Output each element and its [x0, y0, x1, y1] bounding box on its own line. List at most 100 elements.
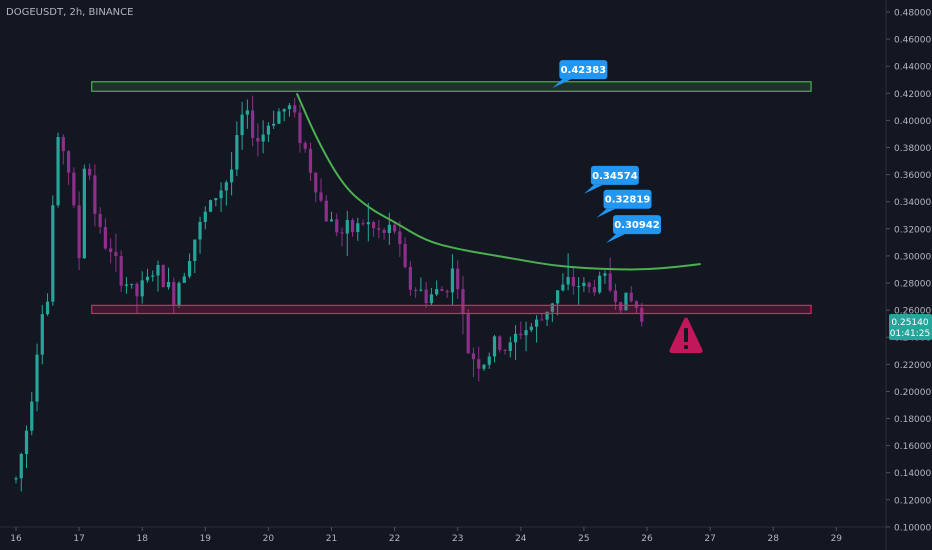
- time-axis[interactable]: 16 17 18 19 20 21 22 23 24 25 26 27 28 29: [10, 527, 842, 544]
- candle: [145, 268, 150, 283]
- candle: [293, 97, 297, 118]
- candle: [340, 227, 344, 247]
- candle: [219, 182, 223, 212]
- candle: [303, 141, 307, 153]
- candle: [156, 260, 160, 292]
- candle: [498, 335, 502, 353]
- price-callout[interactable]: 0.34574: [583, 165, 639, 194]
- candle: [566, 253, 570, 291]
- price-tick-label: 0.12000: [894, 496, 931, 506]
- candle: [556, 290, 560, 316]
- price-tick-label: 0.10000: [894, 523, 931, 533]
- resistance-zone[interactable]: [91, 81, 812, 92]
- candle: [151, 270, 155, 282]
- candle: [414, 287, 418, 298]
- candle: [534, 315, 539, 343]
- candle: [429, 287, 434, 306]
- candle: [361, 219, 365, 227]
- candle: [256, 123, 260, 157]
- time-tick-label: 24: [515, 534, 527, 544]
- candle: [524, 321, 528, 352]
- price-tick-label: 0.48000: [894, 9, 931, 19]
- candle: [177, 281, 181, 308]
- candle: [508, 336, 512, 358]
- price-tick-label: 0.22000: [894, 361, 931, 371]
- candle: [492, 334, 497, 363]
- price-tick-label: 0.18000: [894, 415, 931, 425]
- candle: [582, 277, 586, 292]
- candle: [487, 352, 491, 369]
- time-tick-label: 21: [326, 534, 337, 544]
- countdown-timer: 01:41:25: [890, 329, 930, 339]
- candle: [603, 270, 607, 284]
- candle: [272, 110, 276, 129]
- candle: [419, 277, 423, 292]
- candle: [329, 211, 334, 222]
- candle: [319, 178, 323, 203]
- price-tick-label: 0.38000: [894, 144, 931, 154]
- last-price-tag-bg: [889, 314, 932, 340]
- candle: [519, 321, 523, 340]
- callout-label: 0.42383: [561, 65, 607, 76]
- symbol-header: DOGEUSDT, 2h, BINANCE: [6, 7, 133, 18]
- candle: [598, 271, 602, 295]
- candle: [66, 150, 71, 185]
- price-tick-label: 0.42000: [894, 90, 931, 100]
- candle: [324, 195, 328, 222]
- candle: [540, 313, 544, 321]
- candle: [377, 219, 381, 239]
- candle: [456, 260, 460, 299]
- candle: [408, 261, 412, 296]
- candle: [240, 101, 244, 150]
- candle: [277, 108, 281, 125]
- candle: [629, 286, 633, 303]
- price-callout[interactable]: 0.32819: [596, 189, 652, 218]
- candle: [172, 277, 176, 314]
- candle: [24, 425, 29, 469]
- candles-layer: [14, 95, 644, 492]
- candle: [571, 265, 575, 295]
- last-price-value: 0.25140: [891, 318, 928, 328]
- price-tick-label: 0.46000: [894, 36, 931, 46]
- candle: [308, 142, 313, 181]
- price-callout[interactable]: 0.30942: [605, 215, 661, 244]
- candle: [114, 233, 118, 272]
- time-tick-label: 16: [10, 534, 22, 544]
- time-tick-label: 29: [831, 534, 843, 544]
- time-tick-label: 25: [578, 534, 589, 544]
- candle: [314, 172, 318, 203]
- price-tick-label: 0.14000: [894, 469, 931, 479]
- candle: [471, 347, 476, 378]
- candle: [208, 199, 213, 213]
- curve-layer: [295, 92, 701, 271]
- candle: [266, 122, 270, 143]
- rounding-top-curve[interactable]: [295, 92, 701, 271]
- last-price-tag: 0.25140 01:41:25: [889, 314, 932, 340]
- candle: [140, 271, 144, 304]
- candle: [19, 452, 23, 492]
- price-tick-label: 0.32000: [894, 225, 931, 235]
- candle: [608, 257, 612, 293]
- candle: [182, 272, 186, 283]
- candle: [161, 264, 165, 288]
- candle: [450, 254, 455, 306]
- price-tick-label: 0.34000: [894, 198, 931, 208]
- candle: [477, 346, 481, 382]
- price-tick-label: 0.36000: [894, 171, 931, 181]
- candle: [235, 121, 239, 176]
- candle: [56, 132, 60, 208]
- candle: [193, 239, 197, 274]
- candle: [577, 277, 581, 305]
- candle: [335, 213, 339, 237]
- candle: [103, 218, 107, 250]
- candle: [45, 293, 50, 316]
- candle: [214, 197, 218, 207]
- candle: [124, 277, 129, 294]
- candle: [624, 292, 628, 311]
- price-callout[interactable]: 0.42383: [552, 60, 608, 89]
- candle: [77, 191, 81, 271]
- time-tick-label: 18: [136, 534, 148, 544]
- support-zone[interactable]: [91, 304, 812, 315]
- time-tick-label: 27: [704, 534, 715, 544]
